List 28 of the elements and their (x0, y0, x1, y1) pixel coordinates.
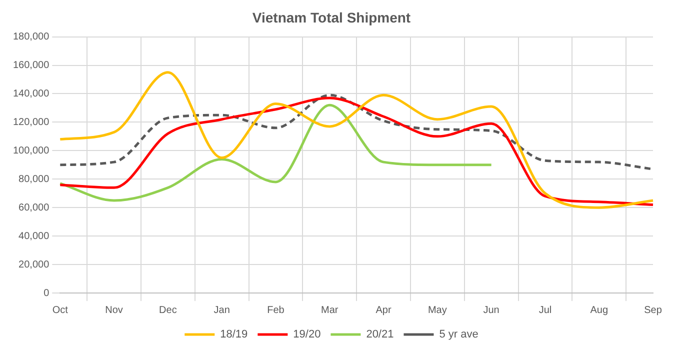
y-tick-label: 100,000 (12, 145, 50, 156)
x-tick-label: Sep (644, 304, 662, 316)
legend-label: 5 yr ave (439, 328, 478, 341)
legend-label: 18/19 (220, 328, 248, 341)
chart-title: Vietnam Total Shipment (252, 9, 411, 26)
x-tick-label: Feb (267, 304, 285, 316)
x-tick-label: Jun (483, 304, 500, 316)
x-tick-label: Oct (52, 304, 68, 316)
y-tick-label: 160,000 (12, 60, 50, 72)
y-tick-label: 180,000 (12, 32, 50, 43)
y-tick-label: 20,000 (18, 259, 50, 270)
legend-label: 20/21 (366, 328, 394, 341)
y-tick-label: 60,000 (18, 202, 50, 214)
x-tick-label: Apr (376, 304, 392, 316)
y-tick-label: 120,000 (12, 116, 50, 128)
y-tick-label: 140,000 (12, 88, 50, 100)
x-tick-label: Dec (159, 304, 177, 316)
line-series (58, 104, 493, 202)
y-tick-label: 0 (44, 288, 50, 299)
x-tick-label: Jul (538, 304, 552, 316)
x-tick-label: May (428, 304, 447, 316)
y-tick-label: 40,000 (18, 230, 50, 242)
y-tick-label: 80,000 (18, 174, 50, 185)
x-tick-label: Nov (105, 304, 123, 316)
x-tick-label: Mar (321, 304, 339, 316)
x-tick-label: Aug (590, 304, 608, 316)
legend-label: 19/20 (293, 328, 321, 341)
x-tick-label: Jan (214, 304, 230, 316)
